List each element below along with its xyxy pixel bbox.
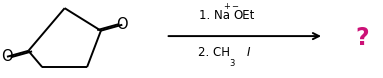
Text: O: O: [1, 49, 13, 64]
Text: 3: 3: [229, 59, 235, 68]
Text: OEt: OEt: [233, 9, 255, 22]
Text: 1. Na: 1. Na: [198, 9, 229, 22]
Text: I: I: [247, 46, 250, 59]
Text: ?: ?: [355, 26, 369, 50]
Text: 2. CH: 2. CH: [198, 46, 229, 59]
Text: −: −: [231, 2, 239, 11]
Text: +: +: [223, 2, 229, 11]
Text: O: O: [116, 17, 128, 32]
